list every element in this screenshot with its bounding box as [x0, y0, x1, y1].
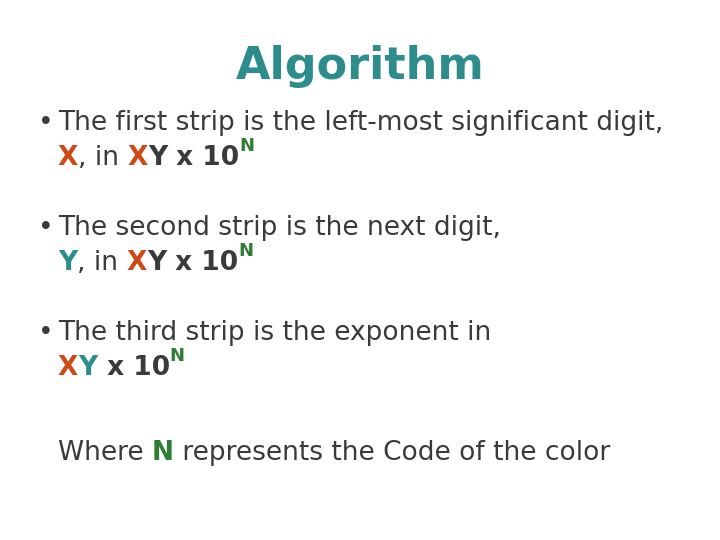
Text: represents the Code of the color: represents the Code of the color: [174, 440, 611, 466]
Text: N: N: [238, 242, 253, 260]
Text: X: X: [58, 355, 78, 381]
Text: N: N: [170, 347, 185, 365]
Text: Where: Where: [58, 440, 152, 466]
Text: •: •: [38, 320, 53, 346]
Text: , in: , in: [78, 145, 127, 171]
Text: The third strip is the exponent in: The third strip is the exponent in: [58, 320, 491, 346]
Text: , in: , in: [77, 250, 127, 276]
Text: Y: Y: [78, 355, 98, 381]
Text: •: •: [38, 110, 53, 136]
Text: The first strip is the left-most significant digit,: The first strip is the left-most signifi…: [58, 110, 663, 136]
Text: Y: Y: [148, 145, 167, 171]
Text: N: N: [240, 137, 254, 155]
Text: N: N: [152, 440, 174, 466]
Text: Algorithm: Algorithm: [235, 45, 485, 88]
Text: X: X: [127, 145, 148, 171]
Text: •: •: [38, 215, 53, 241]
Text: x 10: x 10: [167, 145, 240, 171]
Text: Y: Y: [58, 250, 77, 276]
Text: x 10: x 10: [98, 355, 170, 381]
Text: X: X: [58, 145, 78, 171]
Text: The second strip is the next digit,: The second strip is the next digit,: [58, 215, 501, 241]
Text: Y: Y: [147, 250, 166, 276]
Text: X: X: [127, 250, 147, 276]
Text: x 10: x 10: [166, 250, 238, 276]
